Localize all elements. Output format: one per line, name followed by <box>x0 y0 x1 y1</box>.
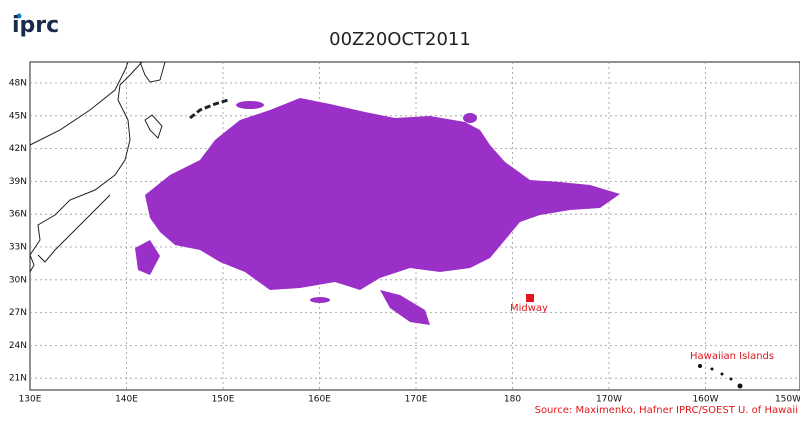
midway-marker <box>526 294 534 302</box>
place-label: Midway <box>510 303 548 314</box>
lon-label: 170W <box>596 395 622 405</box>
lat-label: 36N <box>9 210 27 220</box>
debris-west <box>135 240 160 275</box>
coastline <box>29 61 166 273</box>
map-title: 00Z20OCT2011 <box>329 29 471 50</box>
logo: iprc <box>12 13 59 38</box>
place-label: Hawaiian Islands <box>690 351 774 362</box>
debris-patch <box>463 113 477 123</box>
lat-label: 30N <box>9 275 27 285</box>
lon-label: 140E <box>115 395 138 405</box>
lat-label: 27N <box>9 308 27 318</box>
hawaii-islands-marker <box>698 364 743 389</box>
lon-label: 160W <box>692 395 718 405</box>
logo-text: iprc <box>12 13 59 38</box>
lon-label: 160E <box>308 395 331 405</box>
debris-patch <box>236 101 264 109</box>
lat-label: 42N <box>9 144 27 154</box>
lat-label: 39N <box>9 177 27 187</box>
lat-label: 45N <box>9 111 27 121</box>
debris-field <box>135 98 620 325</box>
kuril-islands <box>189 98 229 120</box>
lon-label: 150W <box>775 395 800 405</box>
debris-main <box>145 98 620 290</box>
source-note: Source: Maximenko, Hafner IPRC/SOEST U. … <box>535 405 798 416</box>
lon-label: 150E <box>212 395 235 405</box>
lat-label: 48N <box>9 79 27 89</box>
lat-label: 33N <box>9 243 27 253</box>
debris-south <box>380 290 430 325</box>
lon-label: 130E <box>19 395 42 405</box>
lat-label: 21N <box>9 374 27 384</box>
debris-patch <box>310 297 330 303</box>
lon-label: 170E <box>405 395 428 405</box>
lon-label: 180 <box>504 395 521 405</box>
logo-dot <box>16 13 22 19</box>
lat-label: 24N <box>9 341 27 351</box>
